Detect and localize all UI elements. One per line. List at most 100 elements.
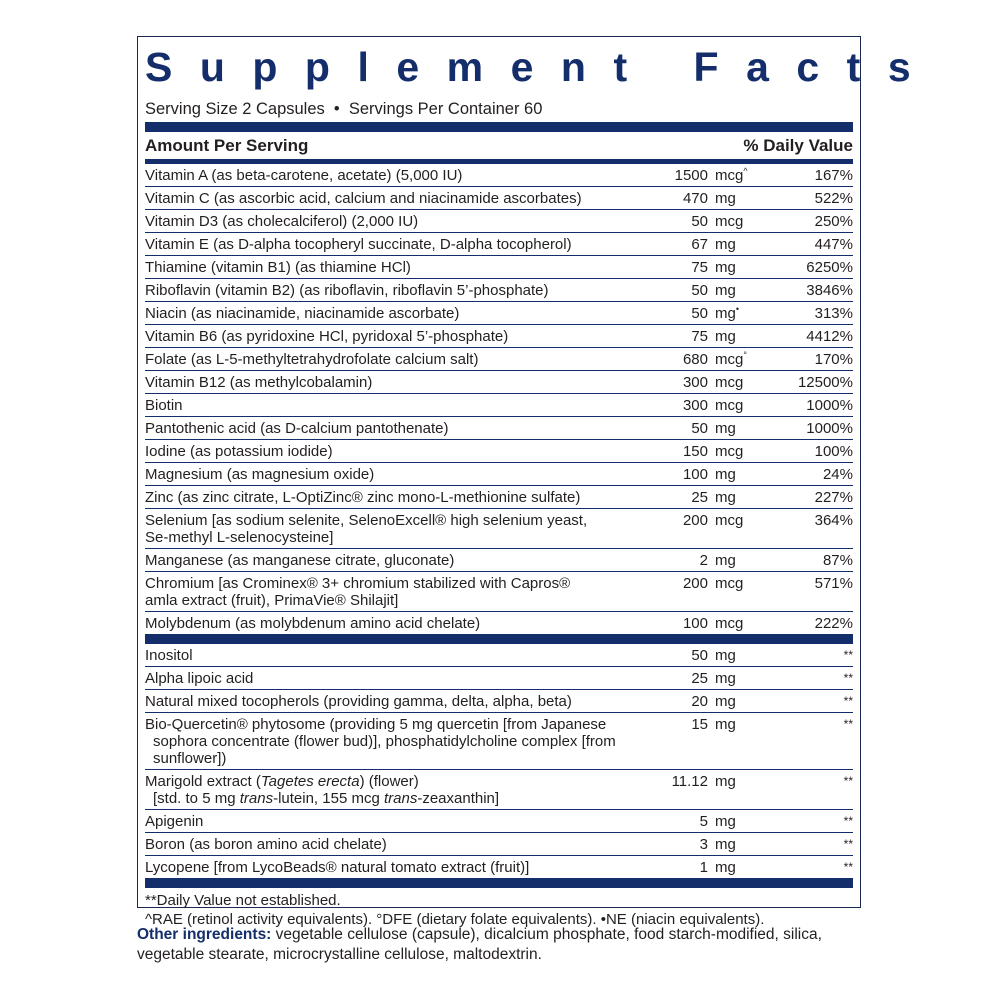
unit-text: mcg <box>715 351 744 368</box>
name-segment: -zeaxanthin] <box>417 790 500 807</box>
ingredient-name: Chromium [as Crominex® 3+ chromium stabi… <box>145 575 648 609</box>
ingredient-name: Natural mixed tocopherols (providing gam… <box>145 693 648 710</box>
ingredient-name: Inositol <box>145 647 648 664</box>
unit-text: mg <box>715 466 736 483</box>
unit-text: mg <box>715 670 736 687</box>
name-line: Marigold extract (Tagetes erecta) (flowe… <box>145 773 648 790</box>
unit: mcg <box>708 575 763 609</box>
daily-value: 250% <box>814 213 853 230</box>
name-line: Natural mixed tocopherols (providing gam… <box>145 693 572 710</box>
table-row: Molybdenum (as molybdenum amino acid che… <box>145 612 853 634</box>
daily-value: ** <box>843 860 853 874</box>
unit-text: mcg <box>715 615 744 632</box>
daily-value: ** <box>843 648 853 662</box>
table-row: Vitamin B12 (as methylcobalamin) 300 mcg 12… <box>145 371 853 394</box>
daily-value: 87% <box>822 552 853 569</box>
name-line: Boron (as boron amino acid chelate) <box>145 836 387 853</box>
table-row: Riboflavin (vitamin B2) (as riboflavin, … <box>145 279 853 302</box>
unit-text: mg <box>715 813 736 830</box>
name-line: Selenium [as sodium selenite, SelenoExce… <box>145 512 588 529</box>
name-line: Lycopene [from LycoBeads® natural tomato… <box>145 859 530 876</box>
daily-value: ** <box>843 837 853 851</box>
ingredient-name: Niacin (as niacinamide, niacinamide asco… <box>145 305 648 322</box>
unit-text: mcg <box>715 443 744 460</box>
amount: 3 <box>699 836 708 853</box>
daily-value: ** <box>843 671 853 685</box>
name-line: amla extract (fruit), PrimaVie® Shilajit… <box>145 592 399 609</box>
name-line: Inositol <box>145 647 193 664</box>
name-line: Manganese (as manganese citrate, glucona… <box>145 552 455 569</box>
table-row: Bio-Quercetin® phytosome (providing 5 mg… <box>145 713 853 770</box>
name-segment: trans <box>383 790 418 807</box>
amount: 100 <box>682 466 708 483</box>
name-line: Vitamin C (as ascorbic acid, calcium and… <box>145 190 582 207</box>
unit: mcg <box>708 512 763 546</box>
table-row: Chromium [as Crominex® 3+ chromium stabi… <box>145 572 853 612</box>
name-line: Biotin <box>145 397 183 414</box>
footnote: **Daily Value not established. <box>145 892 341 909</box>
footnotes: **Daily Value not established. ^RAE (ret… <box>145 888 853 929</box>
name-segment: trans <box>239 790 274 807</box>
amount: 2 <box>699 552 708 569</box>
table-row: Vitamin B6 (as pyridoxine HCl, pyridoxal… <box>145 325 853 348</box>
unit-text: mg <box>715 773 736 790</box>
table-header: Amount Per Serving % Daily Value <box>145 132 853 159</box>
unit: mg <box>708 773 763 807</box>
unit: mcg° <box>708 351 763 369</box>
daily-value: 222% <box>814 615 853 632</box>
unit: mcg <box>708 443 763 460</box>
divider-bar <box>145 122 853 132</box>
ingredient-name: Folate (as L-5-methyltetrahydrofolate ca… <box>145 351 648 368</box>
ingredient-name: Marigold extract (Tagetes erecta) (flowe… <box>145 773 648 807</box>
unit-text: mg <box>715 693 736 710</box>
unit: mg <box>708 259 763 276</box>
daily-value: 170% <box>814 351 853 368</box>
amount: 150 <box>682 443 708 460</box>
unit: mg• <box>708 304 763 323</box>
name-line: Chromium [as Crominex® 3+ chromium stabi… <box>145 575 571 592</box>
unit-text: mcg <box>715 512 744 529</box>
footnote: ^RAE (retinol activity equivalents). °DF… <box>145 911 765 928</box>
footnote-mark: • <box>735 304 739 314</box>
name-segment: -lutein, 155 mcg <box>273 790 384 807</box>
table-row: Vitamin A (as beta-carotene, acetate) (5… <box>145 164 853 187</box>
daily-value: 24% <box>822 466 853 483</box>
amount: 200 <box>682 575 708 592</box>
amount: 50 <box>691 647 708 664</box>
unit-text: mg <box>715 305 736 322</box>
amount: 1 <box>699 859 708 876</box>
daily-value: 571% <box>814 575 853 592</box>
unit: mcg <box>708 397 763 414</box>
unit: mg <box>708 489 763 506</box>
table-row: Marigold extract (Tagetes erecta) (flowe… <box>145 770 853 810</box>
ingredient-name: Bio-Quercetin® phytosome (providing 5 mg… <box>145 716 648 767</box>
table-row: Inositol 50 mg ** <box>145 644 853 667</box>
amount: 1500 <box>674 167 708 184</box>
amount: 100 <box>682 615 708 632</box>
unit-text: mcg <box>715 213 744 230</box>
divider-bar <box>145 878 853 888</box>
amount: 25 <box>691 489 708 506</box>
table-row: Vitamin D3 (as cholecalciferol) (2,000 I… <box>145 210 853 233</box>
amount: 25 <box>691 670 708 687</box>
amount: 300 <box>682 397 708 414</box>
ingredient-name: Manganese (as manganese citrate, glucona… <box>145 552 648 569</box>
unit-text: mg <box>715 328 736 345</box>
amount: 50 <box>691 282 708 299</box>
unit: mg <box>708 282 763 299</box>
other-ingredient-list: Inositol 50 mg ** Alpha lipoic acid 25 mg ** Nat… <box>145 644 853 878</box>
unit: mg <box>708 552 763 569</box>
name-line: Molybdenum (as molybdenum amino acid che… <box>145 615 481 632</box>
ingredient-name: Vitamin B6 (as pyridoxine HCl, pyridoxal… <box>145 328 648 345</box>
table-row: Biotin 300 mcg 1000% <box>145 394 853 417</box>
ingredient-name: Vitamin A (as beta-carotene, acetate) (5… <box>145 167 648 184</box>
unit: mg <box>708 420 763 437</box>
name-line: Riboflavin (vitamin B2) (as riboflavin, … <box>145 282 549 299</box>
daily-value: 1000% <box>806 397 853 414</box>
name-segment: ) (flower) <box>359 773 419 790</box>
unit: mcg <box>708 374 763 391</box>
table-row: Folate (as L-5-methyltetrahydrofolate ca… <box>145 348 853 371</box>
daily-value: ** <box>843 717 853 731</box>
unit-text: mcg <box>715 397 744 414</box>
unit: mg <box>708 328 763 345</box>
